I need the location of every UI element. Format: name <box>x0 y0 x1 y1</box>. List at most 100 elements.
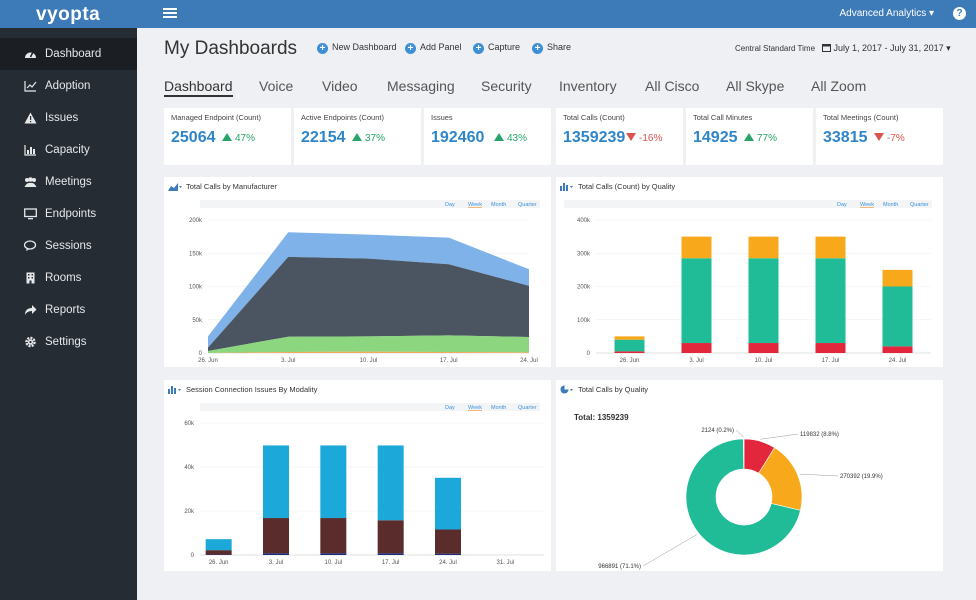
bar-audio[interactable] <box>263 445 289 519</box>
bar-good[interactable] <box>748 258 779 344</box>
tab-voice[interactable]: Voice <box>259 78 294 94</box>
tab-all-skype[interactable]: All Skype <box>726 78 785 94</box>
sidebar-item-label: Endpoints <box>45 208 97 220</box>
sidebar-item-capacity[interactable]: Capacity <box>0 134 137 166</box>
bar-im[interactable] <box>435 553 461 555</box>
help-icon[interactable]: ? <box>953 7 966 20</box>
pie-chart-type-icon[interactable] <box>560 385 574 394</box>
y-tick-label: 50k <box>192 318 203 324</box>
sidebar-item-settings[interactable]: Settings <box>0 326 137 358</box>
bar-chart-type-icon[interactable] <box>168 385 182 394</box>
period-option-quarter[interactable]: Quarter <box>518 405 537 411</box>
new-dashboard-button[interactable]: + New Dashboard <box>317 42 397 54</box>
bar-video[interactable] <box>377 520 404 554</box>
area-chart-type-icon[interactable] <box>168 182 182 191</box>
tab-all-zoom[interactable]: All Zoom <box>811 78 867 94</box>
bar-audio[interactable] <box>205 539 232 551</box>
pie-label-connector <box>735 429 744 438</box>
bar-fair[interactable] <box>681 236 712 259</box>
period-option-day[interactable]: Day <box>445 202 455 208</box>
bar-bad[interactable] <box>882 346 913 353</box>
sidebar-item-meetings[interactable]: Meetings <box>0 166 137 198</box>
tab-security[interactable]: Security <box>481 78 532 94</box>
bar-audio[interactable] <box>320 445 347 519</box>
bar-video[interactable] <box>320 518 347 554</box>
sidebar-item-dashboard[interactable]: Dashboard <box>0 38 137 70</box>
bar-im[interactable] <box>320 553 347 555</box>
area-series-cisco[interactable] <box>208 232 529 348</box>
period-option-week[interactable]: Week <box>468 202 482 208</box>
kpi-total-meetings[interactable]: Total Meetings (Count) 33815 -7% <box>816 108 943 165</box>
bar-bad[interactable] <box>614 351 645 353</box>
kpi-title: Issues <box>431 113 453 122</box>
pie-slice-good[interactable] <box>685 438 801 556</box>
y-tick-label: 60k <box>184 421 195 427</box>
period-option-quarter[interactable]: Quarter <box>910 202 929 208</box>
bar-good[interactable] <box>614 339 645 352</box>
period-option-week[interactable]: Week <box>468 405 482 411</box>
tab-messaging[interactable]: Messaging <box>387 78 455 94</box>
sidebar-item-reports[interactable]: Reports <box>0 294 137 326</box>
sidebar: Dashboard Adoption Issues Capacity Meeti… <box>0 28 137 600</box>
bar-bad[interactable] <box>748 343 779 353</box>
bar-chart-type-icon[interactable] <box>560 182 574 191</box>
bar-im[interactable] <box>263 553 289 555</box>
sidebar-item-endpoints[interactable]: Endpoints <box>0 198 137 230</box>
sidebar-item-adoption[interactable]: Adoption <box>0 70 137 102</box>
bar-bad[interactable] <box>815 343 846 353</box>
advanced-analytics-menu[interactable]: Advanced Analytics ▾ <box>839 8 934 19</box>
bar-good[interactable] <box>681 258 712 344</box>
sidebar-item-label: Adoption <box>45 80 91 92</box>
area-series-polycom[interactable] <box>208 335 529 353</box>
kpi-total-calls[interactable]: Total Calls (Count) 1359239 -16% <box>556 108 683 165</box>
pie-label-bad: 119832 (8.8%) <box>800 432 839 438</box>
bar-bad[interactable] <box>681 343 712 353</box>
sidebar-item-sessions[interactable]: Sessions <box>0 230 137 262</box>
tab-video[interactable]: Video <box>322 78 358 94</box>
period-option-week[interactable]: Week <box>860 202 874 208</box>
kpi-active-endpoints[interactable]: Active Endpoints (Count) 22154 37% <box>294 108 421 165</box>
bar-fair[interactable] <box>882 269 913 287</box>
tab-dashboard[interactable]: Dashboard <box>164 78 233 97</box>
pie-slice-unknown[interactable] <box>743 438 745 470</box>
y-tick-label: 0 <box>191 553 195 559</box>
bar-good[interactable] <box>815 258 846 344</box>
add-panel-button[interactable]: + Add Panel <box>405 42 462 54</box>
area-series-skype[interactable] <box>208 256 529 352</box>
area-series-unknown[interactable] <box>208 351 529 353</box>
bar-fair[interactable] <box>614 336 645 340</box>
bar-audio[interactable] <box>435 477 461 530</box>
bar-audio[interactable] <box>377 445 404 521</box>
bar-im[interactable] <box>377 553 404 555</box>
kpi-total-call-minutes[interactable]: Total Call Minutes 14925 77% <box>686 108 813 165</box>
hamburger-menu-icon[interactable] <box>163 6 177 20</box>
sidebar-item-rooms[interactable]: Rooms <box>0 262 137 294</box>
x-tick-label: 24. Jul <box>520 358 538 364</box>
kpi-issues[interactable]: Issues 192460 43% <box>424 108 551 165</box>
tab-inventory[interactable]: Inventory <box>559 78 617 94</box>
share-button[interactable]: + Share <box>532 42 571 54</box>
period-option-month[interactable]: Month <box>883 202 898 208</box>
period-option-day[interactable]: Day <box>445 405 455 411</box>
bar-fair[interactable] <box>815 236 846 259</box>
kpi-managed-endpoints[interactable]: Managed Endpoint (Count) 25064 47% <box>164 108 291 165</box>
bar-good[interactable] <box>882 286 913 347</box>
vyopta-logo[interactable]: vyopta <box>36 4 101 25</box>
period-option-quarter[interactable]: Quarter <box>518 202 537 208</box>
period-option-month[interactable]: Month <box>491 202 506 208</box>
sidebar-item-label: Meetings <box>45 176 92 188</box>
bar-video[interactable] <box>435 529 461 554</box>
date-range-picker[interactable]: July 1, 2017 - July 31, 2017 ▾ <box>822 43 951 54</box>
kpi-delta: 77% <box>744 133 777 144</box>
period-option-day[interactable]: Day <box>837 202 847 208</box>
kpi-delta-value: 77% <box>757 133 778 144</box>
bar-fair[interactable] <box>748 236 779 259</box>
bar-video[interactable] <box>205 550 232 555</box>
bar-video[interactable] <box>263 518 289 554</box>
tab-all-cisco[interactable]: All Cisco <box>645 78 700 94</box>
period-option-month[interactable]: Month <box>491 405 506 411</box>
kpi-delta: 37% <box>352 133 385 144</box>
kpi-delta-value: 43% <box>507 133 528 144</box>
sidebar-item-issues[interactable]: Issues <box>0 102 137 134</box>
capture-button[interactable]: + Capture <box>473 42 520 54</box>
